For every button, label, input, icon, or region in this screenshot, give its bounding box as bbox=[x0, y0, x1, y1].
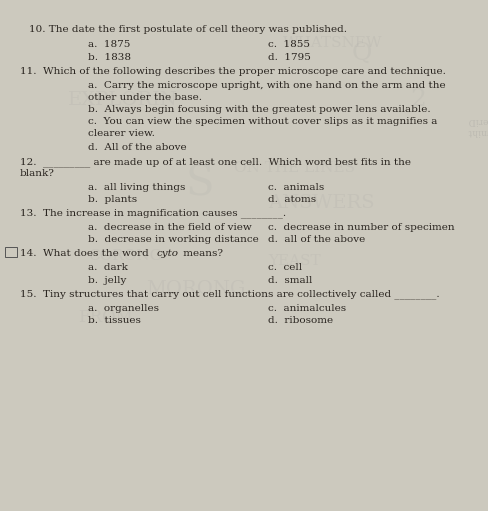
Text: d.  all of the above: d. all of the above bbox=[268, 235, 366, 244]
Text: ON THE LINES: ON THE LINES bbox=[234, 160, 355, 175]
Text: MORONG: MORONG bbox=[146, 280, 246, 298]
Text: WHATSNEW: WHATSNEW bbox=[283, 36, 383, 50]
Text: gnivil a svods erutcip eht kram :noitceriD: gnivil a svods erutcip eht kram :noitcer… bbox=[468, 115, 488, 125]
Bar bbox=[5, 247, 17, 257]
Text: clearer view.: clearer view. bbox=[88, 129, 155, 138]
Text: 12.  _________ are made up of at least one cell.  Which word best fits in the: 12. _________ are made up of at least on… bbox=[20, 157, 410, 167]
Text: 15.  Tiny structures that carry out cell functions are collectively called _____: 15. Tiny structures that carry out cell … bbox=[20, 290, 439, 299]
Text: CORONG: CORONG bbox=[88, 248, 162, 263]
Text: c.  decrease in number of specimen: c. decrease in number of specimen bbox=[268, 223, 455, 232]
Text: b.  Always begin focusing with the greatest power lens available.: b. Always begin focusing with the greate… bbox=[88, 105, 430, 114]
Text: c.  1855: c. 1855 bbox=[268, 40, 310, 50]
Text: esaelP .gniht: esaelP .gniht bbox=[468, 127, 488, 136]
Text: d.  All of the above: d. All of the above bbox=[88, 143, 186, 152]
Text: b.  tissues: b. tissues bbox=[88, 316, 141, 325]
Text: Q: Q bbox=[351, 42, 372, 65]
Text: cyto: cyto bbox=[157, 249, 179, 259]
Text: d.  atoms: d. atoms bbox=[268, 195, 317, 204]
Text: blank?: blank? bbox=[20, 169, 54, 178]
Text: b.  decrease in working distance: b. decrease in working distance bbox=[88, 235, 259, 244]
Text: 13.  The increase in magnification causes ________.: 13. The increase in magnification causes… bbox=[20, 209, 285, 218]
Text: EXPLORIN: EXPLORIN bbox=[68, 90, 178, 109]
Text: 10. The date the first postulate of cell theory was published.: 10. The date the first postulate of cell… bbox=[29, 25, 347, 34]
Text: a.  dark: a. dark bbox=[88, 263, 128, 272]
Text: d.  1795: d. 1795 bbox=[268, 53, 311, 62]
Text: other under the base.: other under the base. bbox=[88, 92, 202, 102]
Text: a.  1875: a. 1875 bbox=[88, 40, 130, 50]
Text: 11.  Which of the following describes the proper microscope care and technique.: 11. Which of the following describes the… bbox=[20, 67, 446, 76]
Text: c.  You can view the specimen without cover slips as it magnifies a: c. You can view the specimen without cov… bbox=[88, 117, 437, 126]
Text: b.  1838: b. 1838 bbox=[88, 53, 131, 62]
Text: FROM: FROM bbox=[78, 309, 133, 327]
Text: b.  plants: b. plants bbox=[88, 195, 137, 204]
Text: 14.  What does the word: 14. What does the word bbox=[20, 249, 151, 259]
Text: 2: 2 bbox=[410, 88, 426, 111]
Text: d.  small: d. small bbox=[268, 275, 313, 285]
Text: d.  ribosome: d. ribosome bbox=[268, 316, 333, 325]
Text: c.  cell: c. cell bbox=[268, 263, 303, 272]
Text: c.  animals: c. animals bbox=[268, 183, 325, 192]
Text: a.  all living things: a. all living things bbox=[88, 183, 185, 192]
Text: ANSWERS: ANSWERS bbox=[268, 194, 375, 212]
Text: a.  organelles: a. organelles bbox=[88, 304, 159, 313]
Text: S: S bbox=[185, 163, 214, 205]
Text: c.  animalcules: c. animalcules bbox=[268, 304, 346, 313]
Text: YEAST: YEAST bbox=[268, 253, 321, 268]
Text: a.  Carry the microscope upright, with one hand on the arm and the: a. Carry the microscope upright, with on… bbox=[88, 81, 446, 90]
Text: means?: means? bbox=[180, 249, 223, 259]
Text: b.  jelly: b. jelly bbox=[88, 275, 126, 285]
Text: a.  decrease in the field of view: a. decrease in the field of view bbox=[88, 223, 252, 232]
